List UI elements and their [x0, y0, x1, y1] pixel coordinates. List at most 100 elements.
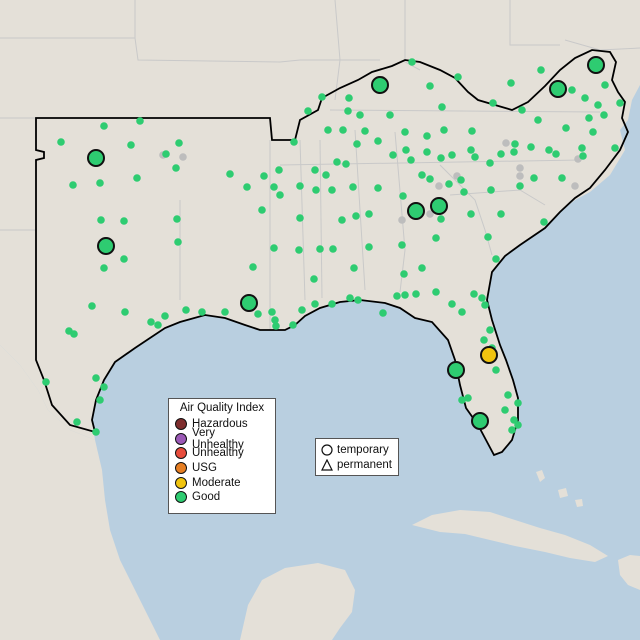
monitor-dot[interactable] [346, 294, 354, 302]
monitor-dot[interactable] [464, 394, 472, 402]
monitor-dot[interactable] [516, 182, 524, 190]
monitor-dot[interactable] [514, 399, 522, 407]
monitor-dot[interactable] [100, 122, 108, 130]
monitor-dot[interactable] [527, 143, 535, 151]
monitor-dot[interactable] [338, 216, 346, 224]
monitor-dot[interactable] [92, 428, 100, 436]
monitor-dot[interactable] [328, 186, 336, 194]
monitor-dot[interactable] [276, 191, 284, 199]
monitor-dot[interactable] [272, 322, 280, 330]
monitor-dot[interactable] [518, 106, 526, 114]
monitor-dot[interactable] [310, 275, 318, 283]
monitor-dot[interactable] [510, 148, 518, 156]
monitor-dot[interactable] [611, 144, 619, 152]
monitor-marker-good[interactable] [371, 76, 389, 94]
monitor-dot[interactable] [478, 294, 486, 302]
monitor-marker-good[interactable] [587, 56, 605, 74]
monitor-dot[interactable] [412, 290, 420, 298]
monitor-dot[interactable] [398, 241, 406, 249]
monitor-dot[interactable] [558, 174, 566, 182]
monitor-dot[interactable] [467, 146, 475, 154]
monitor-dot[interactable] [121, 308, 129, 316]
monitor-dot[interactable] [365, 210, 373, 218]
monitor-dot[interactable] [182, 306, 190, 314]
monitor-dot[interactable] [448, 151, 456, 159]
monitor-dot[interactable] [249, 263, 257, 271]
monitor-dot[interactable] [492, 255, 500, 263]
monitor-dot[interactable] [333, 158, 341, 166]
monitor-dot[interactable] [304, 107, 312, 115]
monitor-dot[interactable] [423, 148, 431, 156]
monitor-dot[interactable] [432, 234, 440, 242]
monitor-dot[interactable] [88, 302, 96, 310]
monitor-dot[interactable] [401, 291, 409, 299]
monitor-dot[interactable] [393, 292, 401, 300]
monitor-dot[interactable] [353, 140, 361, 148]
monitor-dot[interactable] [350, 264, 358, 272]
monitor-dot[interactable] [295, 246, 303, 254]
monitor-dot[interactable] [100, 383, 108, 391]
monitor-dot[interactable] [311, 166, 319, 174]
monitor-dot[interactable] [147, 318, 155, 326]
monitor-dot[interactable] [467, 210, 475, 218]
monitor-dot[interactable] [458, 308, 466, 316]
monitor-dot[interactable] [407, 156, 415, 164]
monitor-dot[interactable] [489, 99, 497, 107]
monitor-dot[interactable] [97, 216, 105, 224]
monitor-dot[interactable] [329, 245, 337, 253]
monitor-dot[interactable] [497, 150, 505, 158]
monitor-dot[interactable] [578, 144, 586, 152]
monitor-dot[interactable] [96, 179, 104, 187]
monitor-dot[interactable] [460, 188, 468, 196]
monitor-dot[interactable] [457, 176, 465, 184]
monitor-dot[interactable] [594, 101, 602, 109]
monitor-dot[interactable] [445, 180, 453, 188]
monitor-dot[interactable] [133, 174, 141, 182]
monitor-dot[interactable] [454, 73, 462, 81]
monitor-dot[interactable] [374, 137, 382, 145]
monitor-dot[interactable] [497, 210, 505, 218]
monitor-dot[interactable] [354, 296, 362, 304]
monitor-dot[interactable] [173, 215, 181, 223]
monitor-dot[interactable] [504, 391, 512, 399]
monitor-dot[interactable] [120, 217, 128, 225]
monitor-dot[interactable] [484, 233, 492, 241]
monitor-dot[interactable] [289, 321, 297, 329]
monitor-dot[interactable] [226, 170, 234, 178]
monitor-dot[interactable] [581, 94, 589, 102]
monitor-dot[interactable] [426, 175, 434, 183]
monitor-dot[interactable] [349, 183, 357, 191]
monitor-dot[interactable] [318, 93, 326, 101]
monitor-dot[interactable] [260, 172, 268, 180]
monitor-dot[interactable] [324, 126, 332, 134]
monitor-dot[interactable] [100, 264, 108, 272]
monitor-dot[interactable] [501, 406, 509, 414]
monitor-marker-good[interactable] [447, 361, 465, 379]
monitor-dot[interactable] [408, 58, 416, 66]
monitor-marker-good[interactable] [240, 294, 258, 312]
monitor-dot[interactable] [568, 86, 576, 94]
monitor-dot[interactable] [175, 139, 183, 147]
monitor-dot[interactable] [374, 184, 382, 192]
monitor-dot[interactable] [57, 138, 65, 146]
monitor-dot[interactable] [120, 255, 128, 263]
monitor-dot[interactable] [361, 127, 369, 135]
monitor-dot[interactable] [432, 288, 440, 296]
monitor-dot[interactable] [328, 300, 336, 308]
monitor-dot[interactable] [127, 141, 135, 149]
monitor-dot[interactable] [589, 128, 597, 136]
monitor-dot[interactable] [399, 192, 407, 200]
monitor-dot[interactable] [418, 171, 426, 179]
monitor-dot[interactable] [423, 132, 431, 140]
monitor-dot[interactable] [458, 396, 466, 404]
monitor-dot[interactable] [402, 146, 410, 154]
monitor-marker-good[interactable] [407, 202, 425, 220]
monitor-dot[interactable] [154, 321, 162, 329]
monitor-dot[interactable] [96, 396, 104, 404]
monitor-dot[interactable] [312, 186, 320, 194]
monitor-dot[interactable] [468, 127, 476, 135]
monitor-dot[interactable] [311, 300, 319, 308]
monitor-dot[interactable] [92, 374, 100, 382]
monitor-dot[interactable] [471, 153, 479, 161]
monitor-dot[interactable] [426, 82, 434, 90]
